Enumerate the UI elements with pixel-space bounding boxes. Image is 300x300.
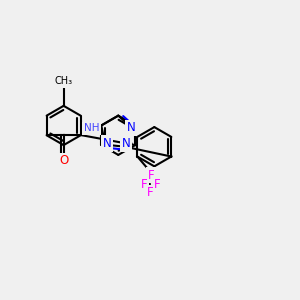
Text: O: O <box>60 154 69 167</box>
Text: CH₃: CH₃ <box>55 76 73 86</box>
Text: NH: NH <box>84 123 99 134</box>
Text: N: N <box>103 137 112 150</box>
Text: F: F <box>141 178 148 190</box>
Text: N: N <box>122 137 130 150</box>
Text: NH: NH <box>84 123 99 134</box>
Text: N: N <box>127 121 135 134</box>
Text: F: F <box>147 186 153 199</box>
Text: N: N <box>127 121 135 134</box>
Text: F: F <box>148 169 154 182</box>
Text: O: O <box>60 154 69 167</box>
Text: F: F <box>141 178 148 190</box>
Text: F: F <box>154 178 160 190</box>
Text: CH₃: CH₃ <box>55 76 73 86</box>
Text: F: F <box>147 186 153 199</box>
Text: F: F <box>154 178 160 190</box>
Text: N: N <box>103 137 112 150</box>
Text: N: N <box>122 137 130 150</box>
Text: F: F <box>148 169 154 182</box>
